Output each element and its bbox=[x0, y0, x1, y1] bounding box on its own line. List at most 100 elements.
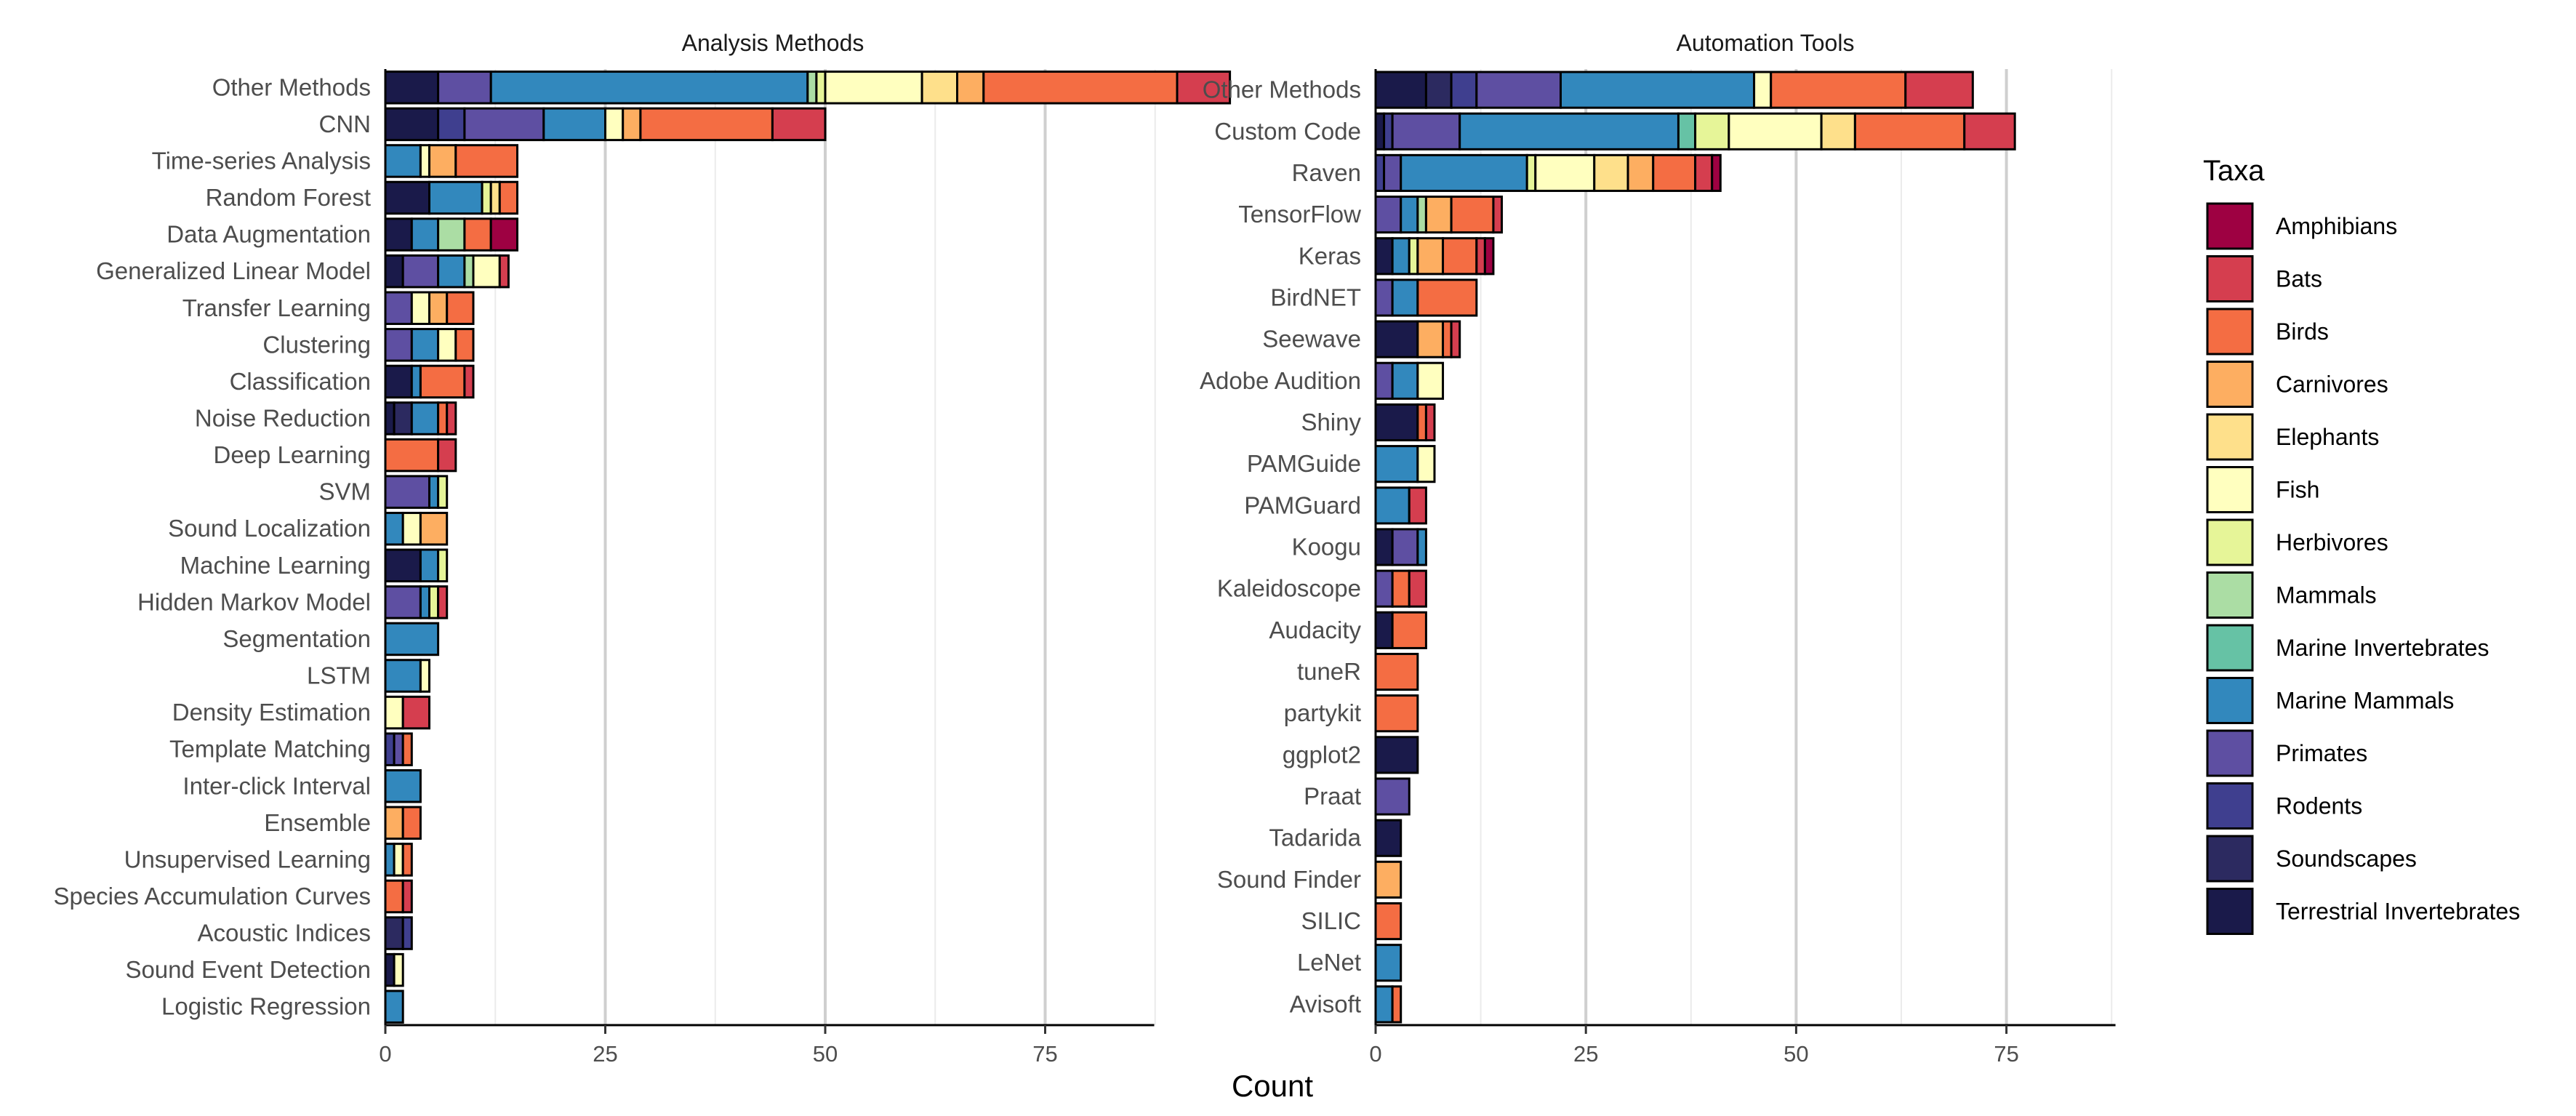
bar-segment-marine-mammals bbox=[1374, 445, 1419, 483]
bar-segment-terrestrial-invertebrates bbox=[384, 952, 396, 987]
legend-swatch-herbivores bbox=[2206, 518, 2254, 566]
bar-segment-fish bbox=[384, 695, 404, 730]
legend-title: Taxa bbox=[2203, 155, 2265, 187]
bar-segment-birds bbox=[1442, 237, 1478, 276]
bar-segment-carnivores bbox=[622, 107, 642, 142]
category-label: TensorFlow bbox=[1238, 201, 1361, 228]
bar-segment-rodents bbox=[1450, 71, 1478, 109]
category-label: Tadarida bbox=[1269, 824, 1361, 851]
x-tick-label: 50 bbox=[813, 1041, 838, 1067]
category-label: tuneR bbox=[1297, 658, 1361, 685]
bar-segment-marine-mammals bbox=[419, 585, 431, 619]
bar-segment-marine-mammals bbox=[1391, 237, 1411, 276]
bar-segment-primates bbox=[1374, 777, 1411, 816]
bar-segment-marine-mammals bbox=[384, 144, 422, 178]
legend-label: Carnivores bbox=[2276, 372, 2388, 398]
bar-segment-soundscapes bbox=[1424, 71, 1453, 109]
category-label: LeNet bbox=[1297, 949, 1361, 976]
bar-segment-birds bbox=[1450, 196, 1495, 234]
category-label: Sound Event Detection bbox=[125, 956, 371, 983]
bar-segment-primates bbox=[1374, 361, 1394, 400]
bar-segment-carnivores bbox=[1416, 237, 1445, 276]
bar-segment-marine-mammals bbox=[489, 71, 809, 105]
bar-segment-marine-mammals bbox=[419, 548, 440, 583]
panel-title: Automation Tools bbox=[1677, 30, 1855, 56]
bar-segment-birds bbox=[1391, 985, 1403, 1024]
bar-segment-fish bbox=[437, 328, 457, 362]
bar-segment-primates bbox=[384, 291, 413, 325]
bar-segment-terrestrial-invertebrates bbox=[384, 107, 440, 142]
bar-segment-marine-mammals bbox=[1374, 944, 1403, 982]
bar-segment-birds bbox=[1652, 153, 1697, 193]
bar-segment-soundscapes bbox=[393, 401, 413, 435]
bar-segment-rodents bbox=[401, 916, 413, 950]
bar-segment-marine-mammals bbox=[1391, 361, 1419, 400]
bar-segment-mammals bbox=[437, 217, 466, 252]
bar-segment-terrestrial-invertebrates bbox=[384, 180, 430, 215]
analysis-methods-panel: Analysis Methods Other Methods CNN Time-ser… bbox=[53, 30, 1232, 1067]
bar-segment-marine-mammals bbox=[384, 659, 422, 693]
category-label: Shiny bbox=[1301, 409, 1361, 435]
bar-segment-birds bbox=[463, 217, 492, 252]
legend-swatch-birds bbox=[2206, 308, 2254, 356]
bar-segment-marine-mammals bbox=[1458, 112, 1680, 150]
category-label: Clustering bbox=[262, 331, 371, 358]
bar-segment-marine-mammals bbox=[437, 254, 466, 289]
category-label: Logistic Regression bbox=[161, 993, 371, 1020]
bar-segment-fish bbox=[1416, 445, 1436, 483]
bar-segment-primates bbox=[401, 254, 440, 289]
category-label: Other Methods bbox=[1203, 76, 1361, 103]
bar-segment-herbivores bbox=[481, 180, 492, 215]
bar-segment-bats bbox=[1904, 71, 1974, 109]
legend-label: Elephants bbox=[2276, 424, 2379, 450]
bar-segment-primates bbox=[1391, 112, 1461, 150]
bar-segment-marine-mammals bbox=[1374, 486, 1411, 525]
automation-tools-panel: Automation Tools Other Methods Custom Code… bbox=[1200, 30, 2116, 1067]
bar-segment-marine-invertebrates bbox=[1677, 112, 1697, 150]
category-label: Transfer Learning bbox=[182, 294, 371, 321]
bar-segment-fish bbox=[604, 107, 625, 142]
bar-segment-bats bbox=[446, 401, 457, 435]
category-label: Praat bbox=[1304, 783, 1361, 810]
gridlines bbox=[1480, 69, 2113, 1025]
category-label: Audacity bbox=[1269, 617, 1361, 643]
bar-segment-mammals bbox=[806, 71, 818, 105]
bar-segment-primates bbox=[1374, 278, 1394, 317]
legend-swatch-rodents bbox=[2206, 782, 2254, 830]
category-label: Avisoft bbox=[1290, 990, 1361, 1017]
bar-segment-birds bbox=[1442, 320, 1453, 358]
bar-segment-birds bbox=[1374, 652, 1419, 691]
bar-segment-amphibians bbox=[1483, 237, 1495, 276]
bar-segment-amphibians bbox=[489, 217, 519, 252]
bar-segment-elephants bbox=[1820, 112, 1856, 150]
x-tick-label: 25 bbox=[1573, 1041, 1598, 1067]
panel-title: Analysis Methods bbox=[682, 30, 864, 56]
bar-segment-birds bbox=[1374, 902, 1403, 941]
bar-segment-marine-mammals bbox=[410, 217, 440, 252]
bar-segment-marine-mammals bbox=[542, 107, 606, 142]
category-label: Generalized Linear Model bbox=[96, 257, 371, 284]
bar-segment-soundscapes bbox=[384, 916, 404, 950]
legend-label: Marine Mammals bbox=[2276, 688, 2454, 714]
bar-segment-bats bbox=[1492, 196, 1504, 234]
category-label: Machine Learning bbox=[180, 552, 371, 579]
bar-segment-terrestrial-invertebrates bbox=[1374, 736, 1419, 774]
category-label: SVM bbox=[318, 478, 371, 505]
category-label: Sound Localization bbox=[168, 515, 371, 542]
bar-segment-mammals bbox=[463, 254, 475, 289]
bar-segment-birds bbox=[1853, 112, 1966, 150]
bar-segment-carnivores bbox=[1374, 860, 1403, 899]
legend-label: Amphibians bbox=[2276, 213, 2397, 239]
bar-segment-birds bbox=[1416, 403, 1427, 442]
bar-segment-herbivores bbox=[1525, 153, 1537, 193]
bar-segment-terrestrial-invertebrates bbox=[1374, 528, 1394, 566]
bar-segment-fish bbox=[1534, 153, 1596, 193]
legend: Taxa Amphibians Bats Birds Carnivores Elepha… bbox=[2203, 155, 2520, 935]
bar-segment-birds bbox=[1374, 694, 1419, 733]
category-label: SILIC bbox=[1301, 907, 1361, 934]
legend-label: Marine Invertebrates bbox=[2276, 635, 2489, 661]
bar-segment-bats bbox=[401, 695, 431, 730]
category-label: Seewave bbox=[1262, 326, 1361, 353]
bar-segment-rodents bbox=[384, 732, 396, 766]
legend-label: Terrestrial Invertebrates bbox=[2276, 899, 2520, 925]
